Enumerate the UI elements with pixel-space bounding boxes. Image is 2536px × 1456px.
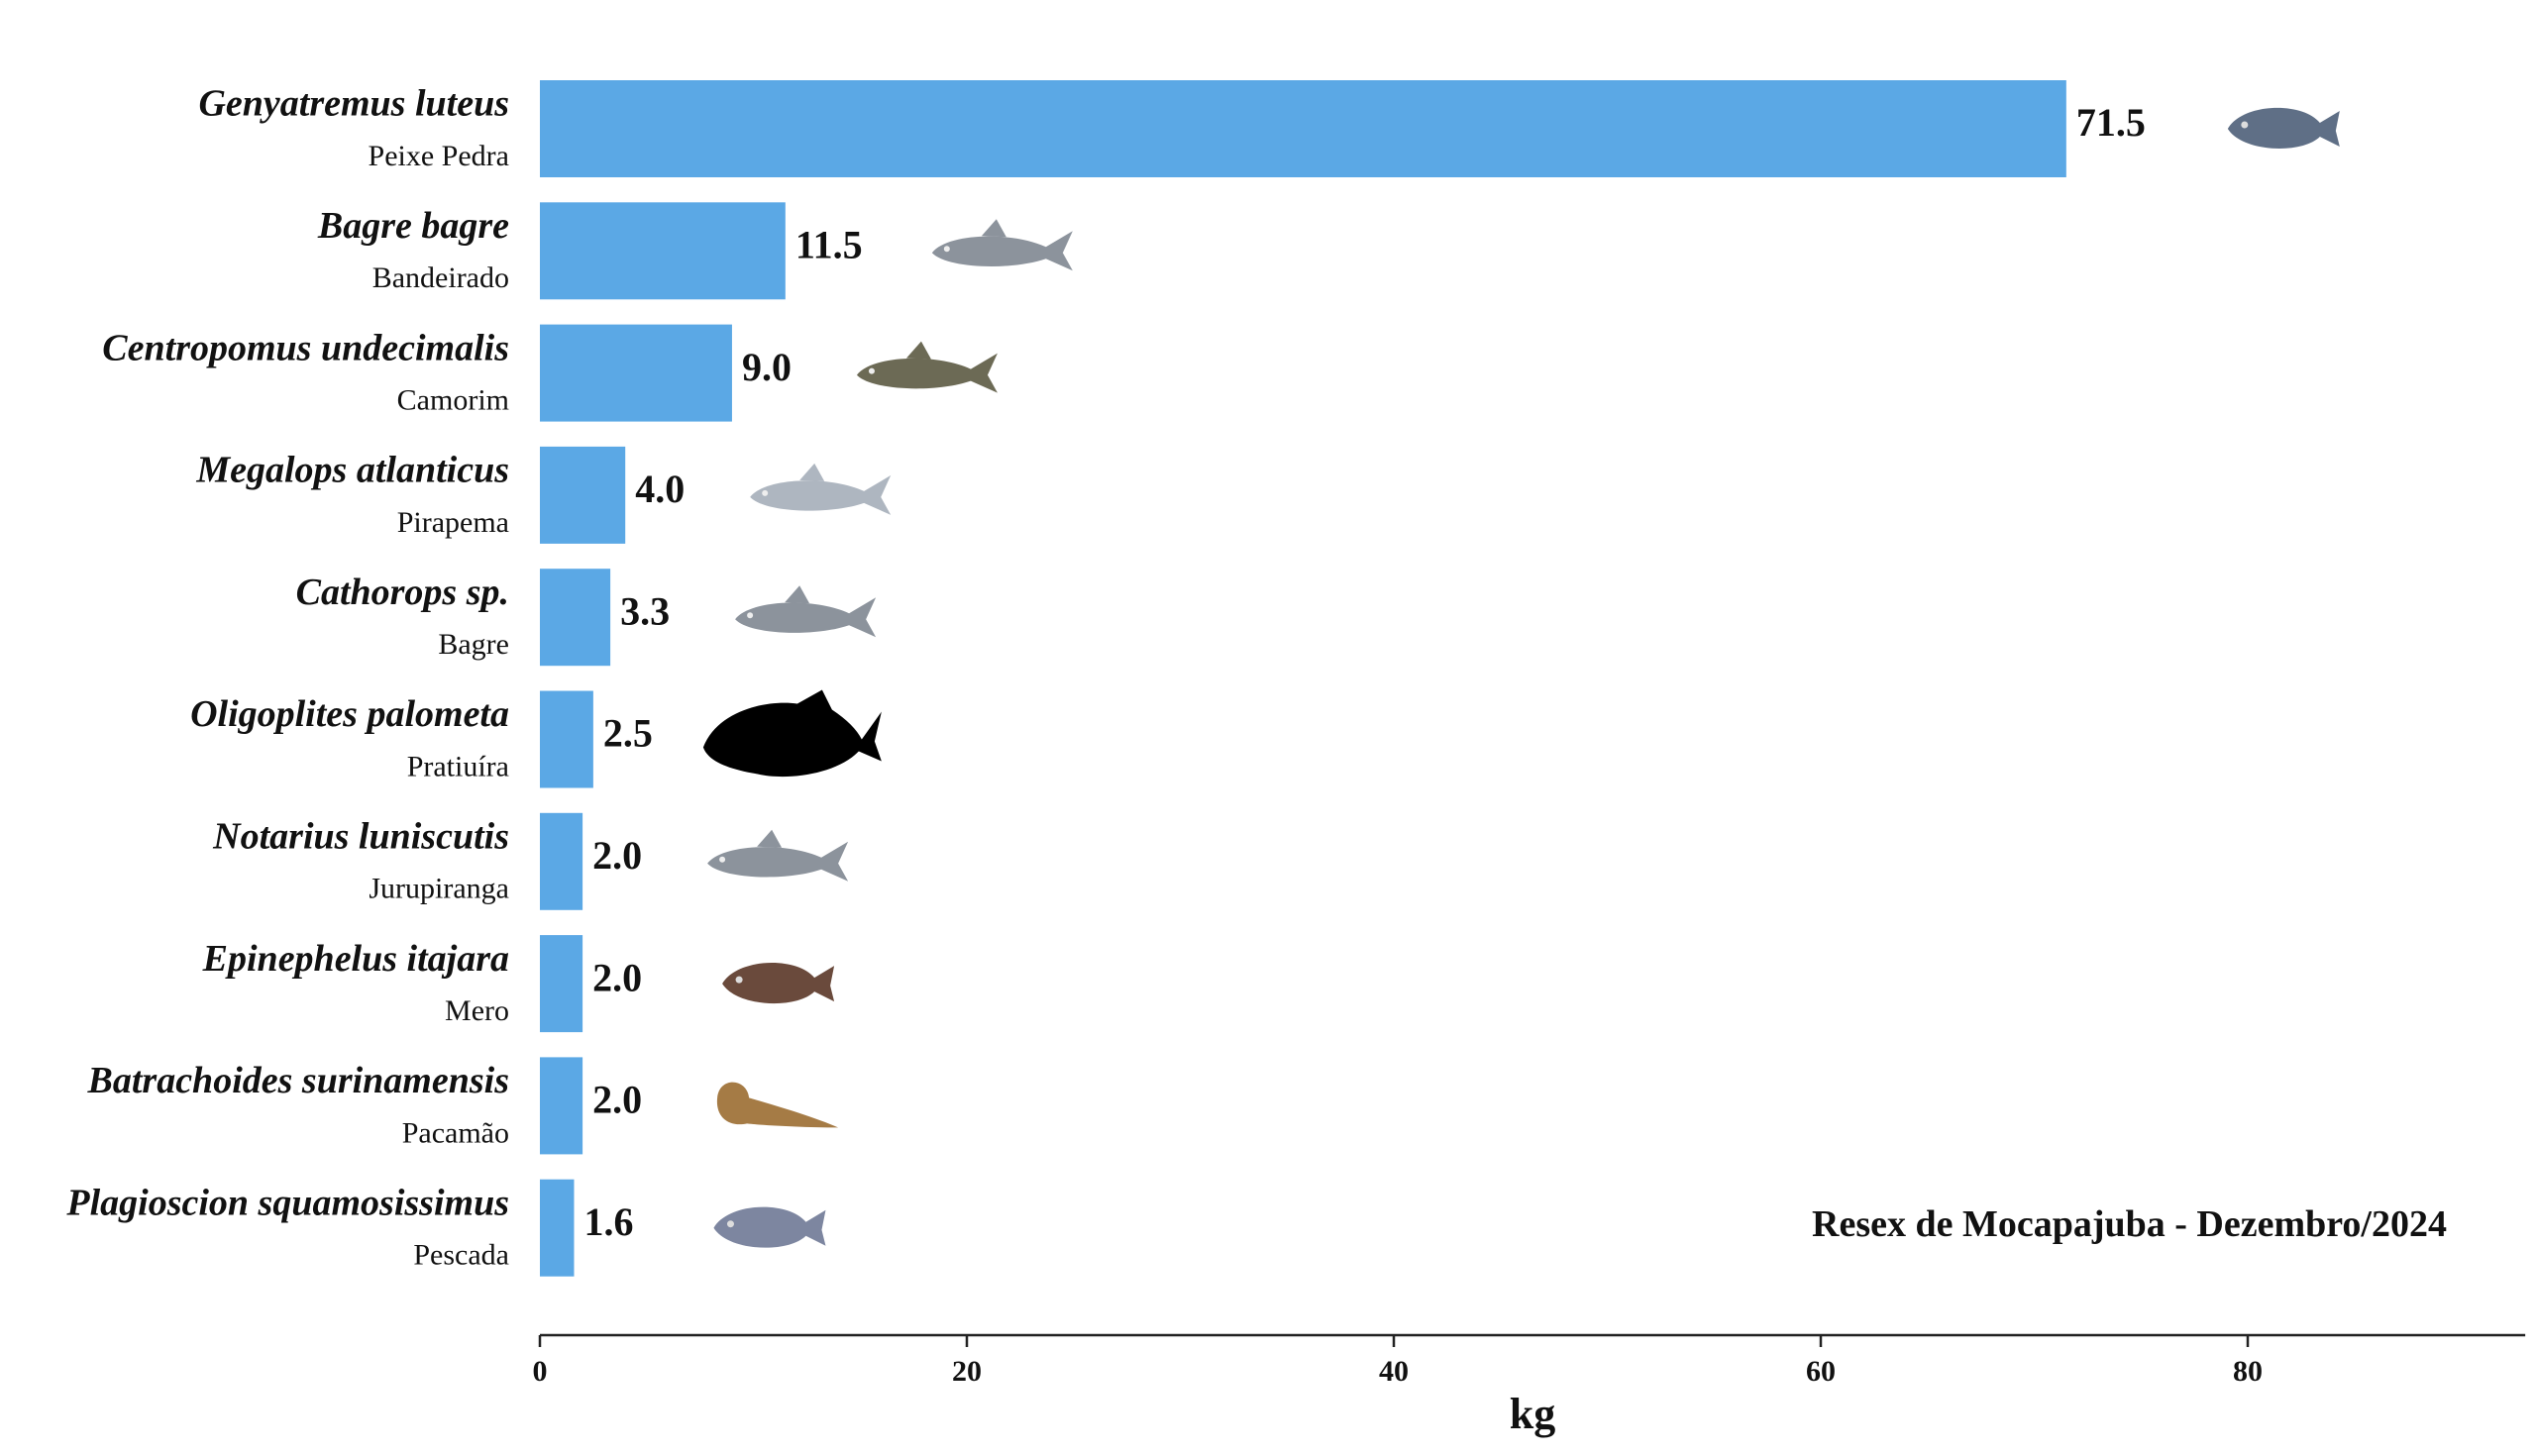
fish-fin <box>981 219 1006 238</box>
bar-value-label: 4.0 <box>635 467 685 511</box>
bar <box>540 324 732 422</box>
fish-icon-group <box>716 1082 839 1128</box>
bar-value-label: 11.5 <box>795 222 863 266</box>
fish-eye <box>726 1220 734 1228</box>
fish-eye <box>762 489 769 496</box>
bar <box>540 80 2066 177</box>
fish-eye <box>747 612 754 619</box>
bar-value-label: 2.0 <box>592 1078 642 1122</box>
tarpon-photo-icon <box>750 474 892 515</box>
bar-value-label: 3.3 <box>620 588 670 633</box>
fish-fin <box>905 341 931 360</box>
fish-icon-group <box>735 585 877 638</box>
species-common-name: Bandeirado <box>372 261 509 294</box>
croaker-photo-icon <box>713 1206 826 1248</box>
species-scientific-name: Batrachoides surinamensis <box>87 1060 510 1101</box>
species-scientific-name: Centropomus undecimalis <box>102 327 509 368</box>
x-axis-label: kg <box>1510 1390 1555 1438</box>
species-scientific-name: Notarius luniscutis <box>212 816 509 858</box>
x-tick-label: 40 <box>1379 1355 1409 1388</box>
x-tick-label: 80 <box>2233 1355 2263 1388</box>
bar <box>540 446 626 544</box>
species-common-name: Bagre <box>438 628 509 661</box>
fish-silhouette-icon <box>702 689 882 778</box>
species-common-name: Pratiuíra <box>407 750 509 782</box>
bar <box>540 569 611 667</box>
toadfish-photo-icon <box>716 1082 839 1128</box>
fish-icon-group <box>931 219 1073 271</box>
fish-eye <box>868 367 875 374</box>
fish-fin <box>799 463 825 481</box>
bar <box>540 690 593 788</box>
fish-icon-group <box>750 463 892 515</box>
species-common-name: Pacamão <box>402 1116 509 1149</box>
catfish-photo-icon <box>707 841 849 882</box>
x-axis: 0 20 40 60 80 <box>533 1333 2526 1388</box>
bar <box>540 1179 575 1277</box>
catfish-photo-icon <box>735 597 877 638</box>
chart-annotation: Resex de Mocapajuba - Dezembro/2024 <box>1812 1203 2447 1245</box>
fish-icons-layer <box>702 107 2340 1248</box>
fish-eye <box>943 246 950 253</box>
species-scientific-name: Oligoplites palometa <box>190 693 509 735</box>
species-scientific-name: Epinephelus itajara <box>202 938 509 980</box>
species-common-name: Camorim <box>397 383 509 416</box>
bar-value-label: 2.0 <box>592 955 642 999</box>
bars-layer <box>540 80 2066 1277</box>
species-scientific-name: Megalops atlanticus <box>195 450 509 491</box>
species-common-name: Peixe Pedra <box>369 140 509 172</box>
fish-photo-icon <box>2227 107 2340 149</box>
species-scientific-name: Bagre bagre <box>317 205 509 247</box>
species-scientific-name: Plagioscion squamosissimus <box>65 1182 509 1223</box>
bar-value-label: 71.5 <box>2076 100 2146 145</box>
species-common-name: Jurupiranga <box>369 873 509 905</box>
fish-eye <box>735 976 743 984</box>
fish-eye <box>2241 121 2249 129</box>
fish-icon-group <box>2227 107 2340 149</box>
species-scientific-name: Genyatremus luteus <box>198 83 509 125</box>
x-tick-label: 0 <box>533 1355 548 1388</box>
bar <box>540 202 786 300</box>
snook-photo-icon <box>856 353 998 393</box>
bar-value-label: 9.0 <box>742 345 792 389</box>
x-tick-label: 20 <box>952 1355 982 1388</box>
grouper-photo-icon <box>722 962 835 1004</box>
bar-value-label: 1.6 <box>583 1199 633 1244</box>
bar <box>540 1057 583 1155</box>
species-common-name: Mero <box>445 994 509 1027</box>
species-common-name: Pirapema <box>397 506 509 539</box>
fish-eye <box>719 856 726 863</box>
bar-value-label: 2.0 <box>592 833 642 878</box>
species-common-name: Pescada <box>413 1239 509 1272</box>
species-scientific-name: Cathorops sp. <box>296 572 509 613</box>
catfish-photo-icon <box>931 231 1073 271</box>
fish-icon-group <box>713 1206 826 1248</box>
fish-fin <box>785 585 810 604</box>
fish-icon-group <box>707 829 849 882</box>
labels-layer: 71.5 Genyatremus luteus Peixe Pedra 11.5 Bag… <box>65 83 2145 1272</box>
fish-icon-group <box>722 962 835 1004</box>
x-tick-label: 60 <box>1806 1355 1836 1388</box>
fish-icon-group <box>702 689 882 778</box>
fish-fin <box>757 829 783 848</box>
bar-value-label: 2.5 <box>603 711 653 756</box>
bar <box>540 812 583 910</box>
fish-icon-group <box>856 341 998 393</box>
bar <box>540 935 583 1033</box>
